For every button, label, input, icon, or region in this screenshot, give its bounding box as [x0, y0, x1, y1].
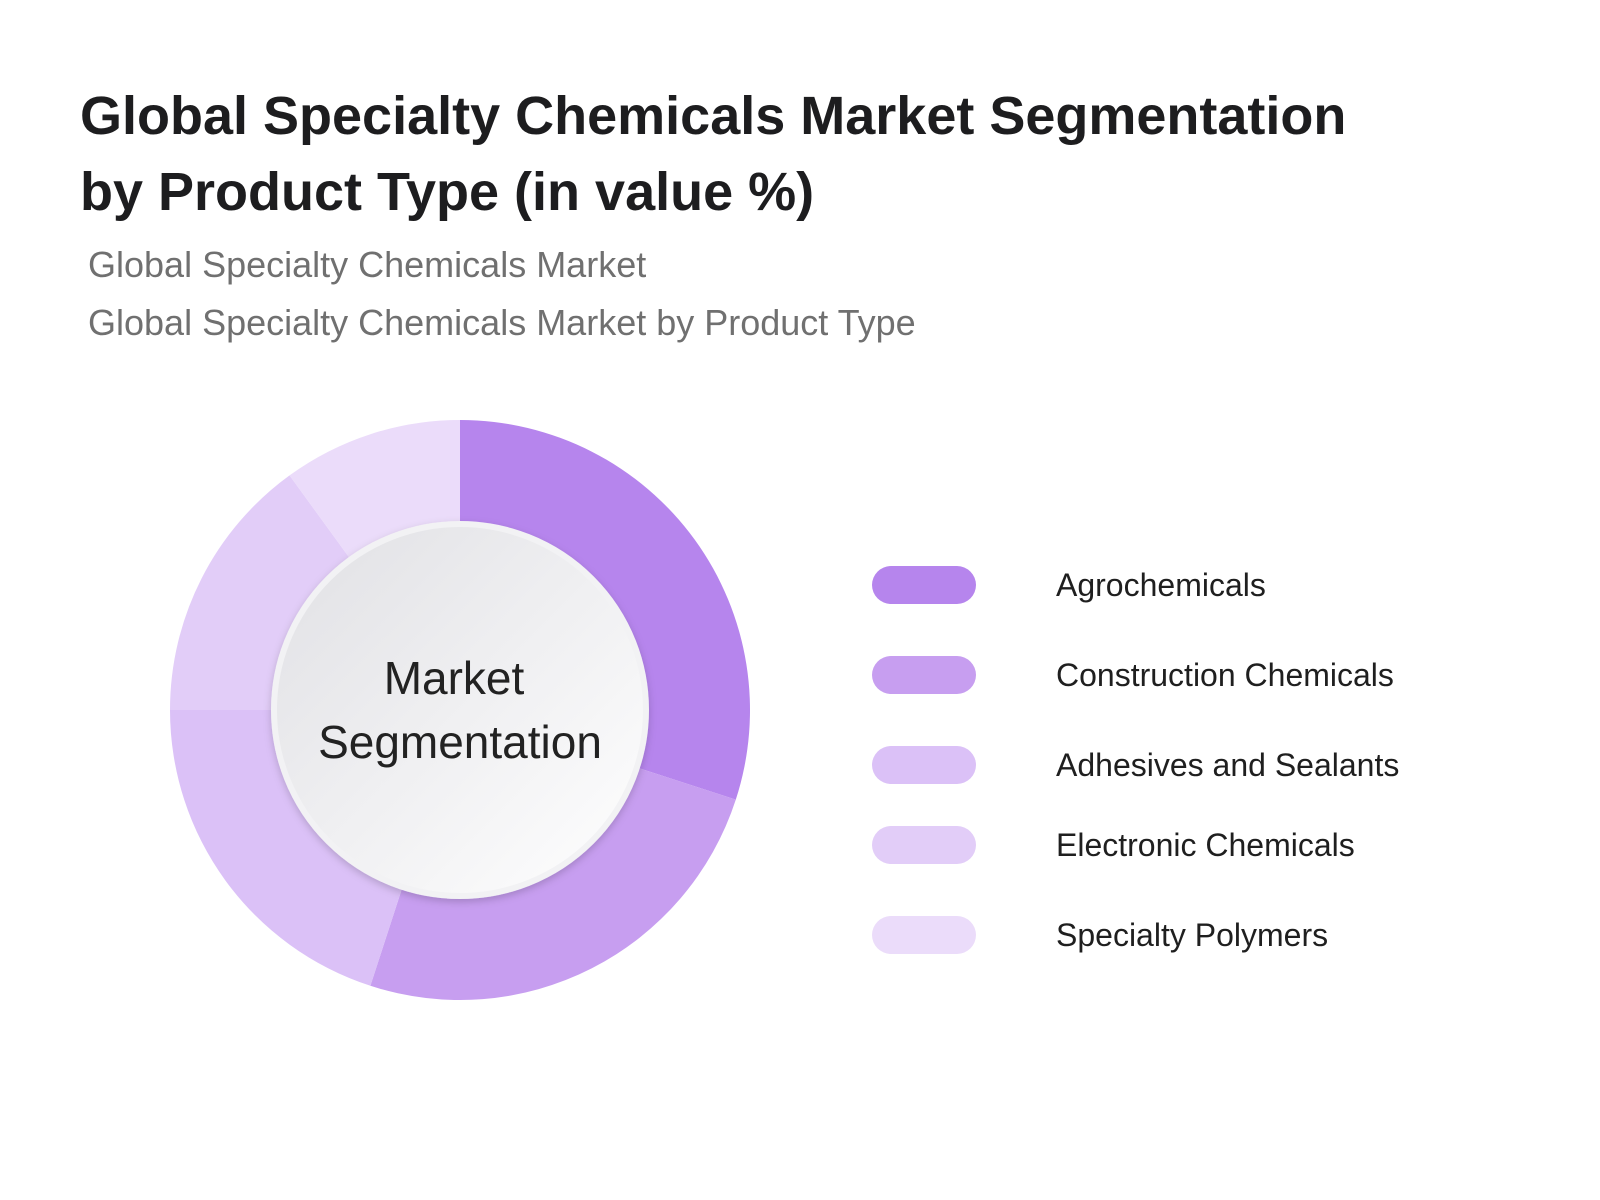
legend-label: Adhesives and Sealants [1056, 746, 1400, 783]
chart-subtitle-market: Global Specialty Chemicals Market [88, 244, 647, 285]
donut-chart: Market Segmentation [170, 420, 750, 1001]
legend-label: Electronic Chemicals [1056, 826, 1355, 863]
legend-item-adhesives-and-sealants: Adhesives and Sealants [872, 740, 1512, 790]
chart-legend: Agrochemicals Construction Chemicals Adh… [872, 560, 1512, 980]
donut-slice-adhesives-and-sealants [170, 710, 405, 986]
donut-center [271, 521, 649, 899]
center-label-line-1: Market [384, 652, 525, 704]
chart-title: Global Specialty Chemicals Market Segmen… [80, 86, 1347, 222]
donut-slice-electronic-chemicals [170, 475, 355, 710]
donut-slice-construction-chemicals [370, 765, 736, 1001]
legend-swatch [872, 916, 976, 954]
legend-swatch [872, 746, 976, 784]
center-label-line-2: Segmentation [318, 716, 602, 768]
legend-item-electronic-chemicals: Electronic Chemicals [872, 820, 1512, 870]
legend-item-specialty-polymers: Specialty Polymers [872, 910, 1512, 960]
legend-swatch [872, 826, 976, 864]
chart-subtitle-product-type: Global Specialty Chemicals Market by Pro… [88, 302, 916, 343]
legend-label: Agrochemicals [1056, 566, 1266, 603]
legend-item-construction-chemicals: Construction Chemicals [872, 650, 1512, 700]
legend-item-agrochemicals: Agrochemicals [872, 560, 1512, 610]
legend-label: Construction Chemicals [1056, 656, 1394, 693]
legend-swatch [872, 656, 976, 694]
legend-label: Specialty Polymers [1056, 916, 1329, 953]
donut-slice-agrochemicals [460, 420, 750, 800]
legend-swatch [872, 566, 976, 604]
